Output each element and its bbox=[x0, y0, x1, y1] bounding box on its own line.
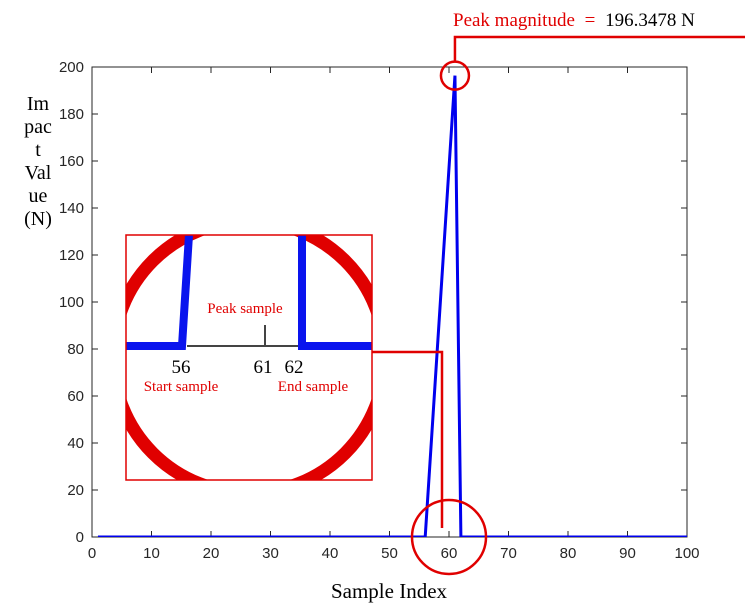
x-tick-label: 0 bbox=[88, 545, 96, 562]
x-tick-label: 10 bbox=[143, 545, 160, 562]
impact-series-line bbox=[97, 75, 687, 537]
peak-leader-line bbox=[453, 35, 745, 62]
y-tick-label: 0 bbox=[76, 529, 84, 546]
x-axis-label: Sample Index bbox=[331, 579, 448, 603]
x-tick-label: 90 bbox=[619, 545, 636, 562]
x-tick-labels: 0 10 20 30 40 50 60 70 80 90 100 bbox=[88, 545, 700, 562]
zoom-leader-line bbox=[372, 350, 444, 528]
x-tick-label: 100 bbox=[674, 545, 699, 562]
y-tick-label: 140 bbox=[59, 200, 84, 217]
x-tick-label: 60 bbox=[441, 545, 458, 562]
y-axis-label-line: Im bbox=[27, 93, 50, 115]
y-tick-label: 200 bbox=[59, 59, 84, 76]
inset-peak-index: 61 bbox=[254, 357, 273, 378]
inset-start-index: 56 bbox=[172, 357, 191, 378]
x-tick-label: 80 bbox=[560, 545, 577, 562]
y-axis-label-line: pac bbox=[24, 116, 52, 138]
inset-series-right bbox=[298, 235, 372, 350]
x-tick-label: 70 bbox=[500, 545, 517, 562]
peak-annotation-label: Peak magnitude bbox=[453, 10, 575, 31]
x-tick-label: 30 bbox=[262, 545, 279, 562]
x-tick-label: 20 bbox=[203, 545, 220, 562]
y-axis-label-line: ue bbox=[29, 185, 48, 207]
inset-end-index: 62 bbox=[285, 357, 304, 378]
x-tick-label: 50 bbox=[381, 545, 398, 562]
peak-annotation-equals: = bbox=[585, 10, 596, 31]
peak-marker-circle bbox=[439, 60, 471, 91]
zoom-region-circle bbox=[410, 498, 488, 576]
x-tick-label: 40 bbox=[322, 545, 339, 562]
y-tick-labels: 0 20 40 60 80 100 120 140 160 180 200 bbox=[59, 59, 84, 546]
y-axis-label-line: t bbox=[35, 139, 41, 161]
inset-end-label: End sample bbox=[278, 379, 349, 395]
y-tick-label: 80 bbox=[67, 341, 84, 358]
y-tick-label: 120 bbox=[59, 247, 84, 264]
inset-start-label: Start sample bbox=[144, 379, 219, 395]
y-tick-label: 60 bbox=[67, 388, 84, 405]
y-tick-label: 160 bbox=[59, 153, 84, 170]
y-tick-label: 180 bbox=[59, 106, 84, 123]
y-tick-label: 100 bbox=[59, 294, 84, 311]
inset-border bbox=[125, 234, 373, 481]
zoom-inset: 56 61 62 Start sample Peak sample End sa… bbox=[125, 234, 373, 481]
y-tick-label: 40 bbox=[67, 435, 84, 452]
y-axis-label-line: Val bbox=[25, 162, 52, 184]
inset-peak-label: Peak sample bbox=[207, 301, 283, 317]
y-axis-label-line: (N) bbox=[24, 208, 52, 230]
peak-annotation-value: 196.3478 N bbox=[605, 10, 695, 31]
inset-series-left bbox=[126, 235, 193, 350]
peak-annotation: Peak magnitude = 196.3478 N bbox=[453, 10, 695, 31]
y-tick-label: 20 bbox=[67, 482, 84, 499]
